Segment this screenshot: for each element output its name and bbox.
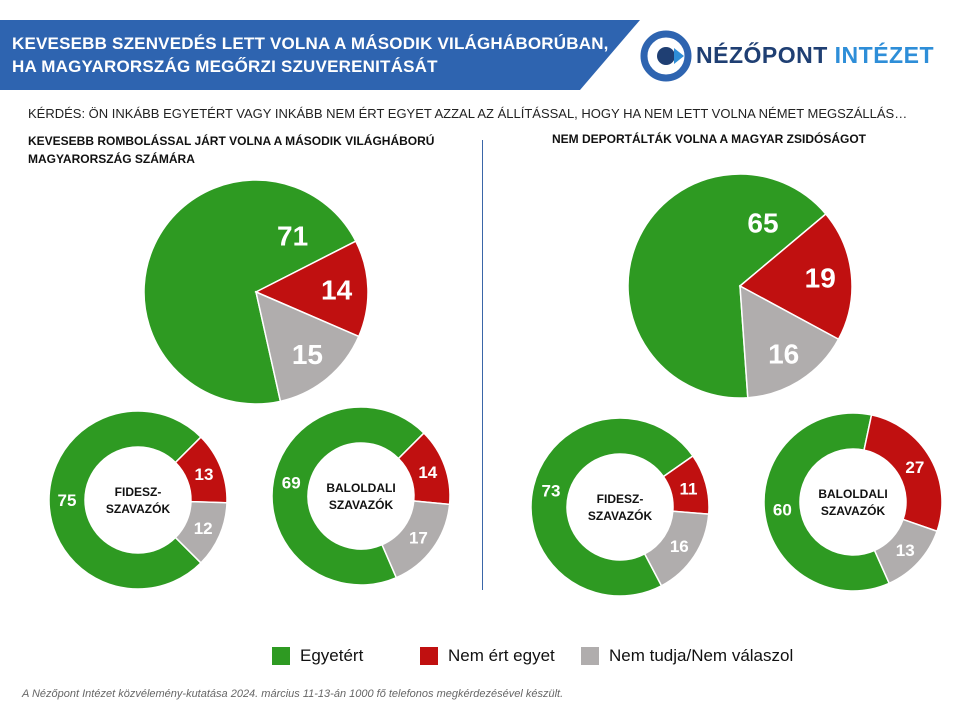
logo: NÉZŐPONT INTÉZET (640, 30, 940, 82)
value-label-dontknow: 15 (292, 339, 323, 370)
slice-agree (271, 406, 425, 586)
value-label-agree: 71 (277, 220, 308, 251)
slice-dontknow (739, 284, 840, 399)
value-label-dontknow: 17 (409, 529, 428, 548)
slice-agree (627, 173, 827, 399)
value-label-disagree: 19 (805, 263, 836, 294)
value-label-dontknow: 16 (768, 339, 799, 370)
value-label-agree: 60 (773, 500, 792, 519)
slice-dontknow (381, 500, 451, 579)
donut-center-label: BALOLDALI (818, 487, 887, 501)
value-label-dontknow: 13 (896, 541, 915, 560)
pie-chart-3: 69 14 17 BALOLDALI SZAVAZÓK (271, 406, 451, 586)
section-divider (482, 140, 483, 590)
left-heading-line-1: KEVESEBB ROMBOLÁSSAL JÁRT VOLNA A MÁSODI… (28, 134, 435, 148)
pie-chart-4: 65 19 16 (627, 173, 853, 399)
value-label-disagree: 13 (195, 465, 214, 484)
legend-label-disagree: Nem ért egyet (448, 646, 555, 665)
legend-swatch-agree (272, 647, 290, 665)
donut-center-label: SZAVAZÓK (588, 508, 653, 523)
value-label-dontknow: 16 (670, 537, 689, 556)
slice-disagree (863, 414, 943, 533)
logo-text: NÉZŐPONT INTÉZET (696, 42, 934, 69)
right-chart-heading: NEM DEPORTÁLTÁK VOLNA A MAGYAR ZSIDÓSÁGO… (552, 132, 867, 146)
value-label-agree: 65 (747, 208, 778, 239)
footnote: A Nézőpont Intézet közvélemény-kutatása … (22, 688, 564, 700)
title-line-1: KEVESEBB SZENVEDÉS LETT VOLNA A MÁSODIK … (12, 34, 609, 53)
donut-center-label: FIDESZ- (115, 485, 162, 499)
pie-chart-5: 73 11 16 FIDESZ- SZAVAZÓK (530, 417, 710, 597)
left-chart-heading: KEVESEBB ROMBOLÁSSAL JÁRT VOLNA A MÁSODI… (28, 132, 478, 168)
slice-dontknow (873, 518, 939, 585)
value-label-agree: 69 (282, 474, 301, 493)
slice-agree (530, 417, 694, 597)
slice-agree (143, 179, 357, 405)
value-label-disagree: 14 (418, 463, 437, 482)
slice-dontknow (254, 290, 360, 403)
survey-question: KÉRDÉS: ÖN INKÁBB EGYETÉRT VAGY INKÁBB N… (28, 106, 908, 121)
value-label-agree: 75 (58, 491, 77, 510)
donut-center-label: SZAVAZÓK (821, 503, 886, 518)
title-band: KEVESEBB SZENVEDÉS LETT VOLNA A MÁSODIK … (0, 20, 640, 90)
pie-chart-6: 60 27 13 BALOLDALI SZAVAZÓK (763, 412, 943, 592)
slice-agree (763, 412, 891, 592)
slice-agree (48, 410, 202, 590)
donut-center-label: SZAVAZÓK (329, 497, 394, 512)
donut-center-label: FIDESZ- (597, 492, 644, 506)
legend-swatch-dontknow (581, 647, 599, 665)
donut-center-label: SZAVAZÓK (106, 501, 171, 516)
logo-word-2: INTÉZET (834, 42, 935, 68)
value-label-disagree: 11 (680, 479, 698, 498)
title-line-2: HA MAGYARORSZÁG MEGŐRZI SZUVERENITÁSÁT (12, 57, 438, 76)
legend-item-agree: Egyetért (272, 646, 363, 666)
pie-chart-1: 71 14 15 (143, 179, 369, 405)
value-label-dontknow: 12 (194, 519, 213, 538)
logo-icon (640, 30, 692, 82)
slice-dontknow (174, 500, 228, 564)
legend-item-dontknow: Nem tudja/Nem válaszol (581, 646, 793, 666)
left-heading-line-2: MAGYARORSZÁG SZÁMÁRA (28, 152, 195, 166)
legend-item-disagree: Nem ért egyet (420, 646, 555, 666)
pie-chart-2: 75 13 12 FIDESZ- SZAVAZÓK (48, 410, 228, 590)
slice-disagree (738, 212, 853, 341)
value-label-agree: 73 (542, 481, 561, 500)
value-label-disagree: 27 (905, 458, 924, 477)
legend: Egyetért Nem ért egyet Nem tudja/Nem vál… (0, 646, 960, 670)
logo-word-1: NÉZŐPONT (696, 42, 828, 68)
legend-label-agree: Egyetért (300, 646, 364, 665)
legend-label-dontknow: Nem tudja/Nem válaszol (609, 646, 794, 665)
slice-dontknow (643, 510, 710, 587)
legend-swatch-disagree (420, 647, 438, 665)
slice-disagree (254, 240, 369, 338)
value-label-disagree: 14 (321, 274, 353, 305)
donut-center-label: BALOLDALI (326, 481, 395, 495)
